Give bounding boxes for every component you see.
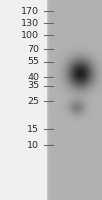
Text: 170: 170 — [21, 6, 39, 16]
Text: 40: 40 — [27, 72, 39, 82]
Text: 130: 130 — [21, 19, 39, 27]
Text: 35: 35 — [27, 82, 39, 90]
Text: 25: 25 — [27, 97, 39, 106]
Text: 100: 100 — [21, 30, 39, 40]
Text: 10: 10 — [27, 140, 39, 150]
Text: 70: 70 — [27, 45, 39, 53]
Text: 15: 15 — [27, 124, 39, 134]
Text: 55: 55 — [27, 58, 39, 66]
